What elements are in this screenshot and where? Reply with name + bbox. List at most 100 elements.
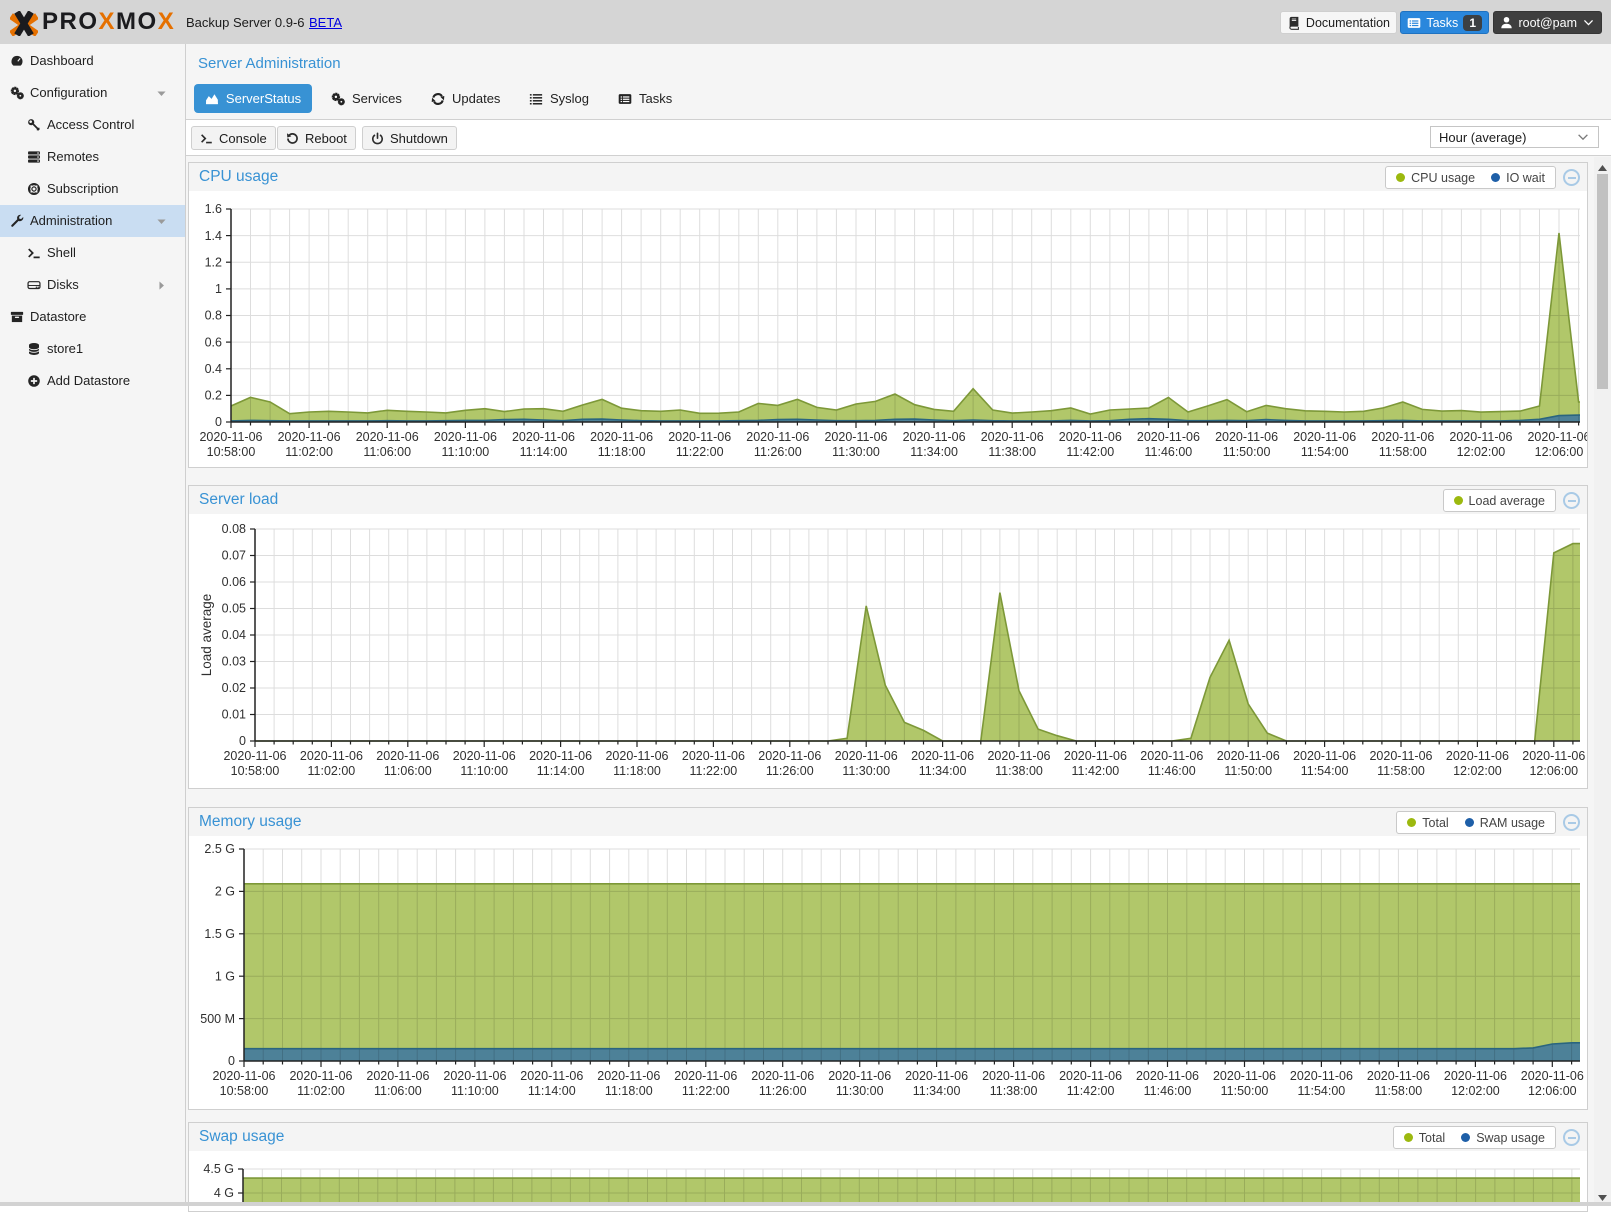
svg-text:10:58:00: 10:58:00 xyxy=(231,764,280,778)
svg-text:11:02:00: 11:02:00 xyxy=(297,1084,345,1098)
svg-text:2020-11-06: 2020-11-06 xyxy=(903,430,966,444)
svg-text:12:06:00: 12:06:00 xyxy=(1535,445,1584,459)
svg-text:0: 0 xyxy=(228,1054,235,1068)
svg-text:500 M: 500 M xyxy=(200,1012,235,1026)
svg-text:0: 0 xyxy=(239,734,246,748)
svg-text:1.4: 1.4 xyxy=(205,229,222,243)
svg-text:2020-11-06: 2020-11-06 xyxy=(1367,1069,1430,1083)
svg-text:2020-11-06: 2020-11-06 xyxy=(746,430,809,444)
svg-text:2020-11-06: 2020-11-06 xyxy=(1444,1069,1507,1083)
svg-text:11:10:00: 11:10:00 xyxy=(442,445,490,459)
svg-text:11:18:00: 11:18:00 xyxy=(605,1084,653,1098)
svg-text:2020-11-06: 2020-11-06 xyxy=(376,749,439,763)
svg-text:2020-11-06: 2020-11-06 xyxy=(824,430,887,444)
svg-text:2020-11-06: 2020-11-06 xyxy=(1140,749,1203,763)
svg-text:11:14:00: 11:14:00 xyxy=(520,445,568,459)
svg-text:0.03: 0.03 xyxy=(222,655,246,669)
svg-text:11:58:00: 11:58:00 xyxy=(1379,445,1427,459)
svg-text:0.8: 0.8 xyxy=(205,309,222,323)
svg-text:11:06:00: 11:06:00 xyxy=(374,1084,422,1098)
svg-text:0.6: 0.6 xyxy=(205,335,222,349)
svg-text:11:22:00: 11:22:00 xyxy=(690,764,738,778)
svg-text:2020-11-06: 2020-11-06 xyxy=(1293,430,1356,444)
svg-text:2020-11-06: 2020-11-06 xyxy=(1522,749,1585,763)
svg-text:11:54:00: 11:54:00 xyxy=(1298,1084,1346,1098)
svg-text:11:46:00: 11:46:00 xyxy=(1144,1084,1192,1098)
svg-text:11:18:00: 11:18:00 xyxy=(613,764,661,778)
svg-text:2020-11-06: 2020-11-06 xyxy=(597,1069,660,1083)
svg-text:12:06:00: 12:06:00 xyxy=(1528,1084,1577,1098)
svg-text:11:46:00: 11:46:00 xyxy=(1145,445,1193,459)
svg-text:11:30:00: 11:30:00 xyxy=(842,764,890,778)
svg-text:11:18:00: 11:18:00 xyxy=(598,445,646,459)
svg-text:2020-11-06: 2020-11-06 xyxy=(199,430,262,444)
svg-text:2020-11-06: 2020-11-06 xyxy=(1137,430,1200,444)
svg-text:11:30:00: 11:30:00 xyxy=(832,445,880,459)
svg-text:11:34:00: 11:34:00 xyxy=(910,445,958,459)
svg-text:12:02:00: 12:02:00 xyxy=(1453,764,1502,778)
svg-text:11:50:00: 11:50:00 xyxy=(1224,764,1272,778)
svg-text:11:42:00: 11:42:00 xyxy=(1066,445,1114,459)
svg-text:0.01: 0.01 xyxy=(222,708,246,722)
svg-text:2020-11-06: 2020-11-06 xyxy=(751,1069,814,1083)
svg-text:11:14:00: 11:14:00 xyxy=(528,1084,576,1098)
svg-text:11:34:00: 11:34:00 xyxy=(919,764,967,778)
svg-text:2020-11-06: 2020-11-06 xyxy=(1213,1069,1276,1083)
svg-text:2020-11-06: 2020-11-06 xyxy=(212,1069,275,1083)
svg-text:11:02:00: 11:02:00 xyxy=(308,764,356,778)
svg-text:1 G: 1 G xyxy=(215,969,235,983)
svg-text:2020-11-06: 2020-11-06 xyxy=(278,430,341,444)
svg-text:0.04: 0.04 xyxy=(222,628,246,642)
svg-text:2020-11-06: 2020-11-06 xyxy=(1293,749,1356,763)
svg-text:11:22:00: 11:22:00 xyxy=(676,445,724,459)
svg-text:11:38:00: 11:38:00 xyxy=(995,764,1043,778)
svg-text:2020-11-06: 2020-11-06 xyxy=(1371,430,1434,444)
svg-text:2020-11-06: 2020-11-06 xyxy=(835,749,898,763)
svg-text:2020-11-06: 2020-11-06 xyxy=(682,749,745,763)
svg-text:2020-11-06: 2020-11-06 xyxy=(981,430,1044,444)
svg-text:2020-11-06: 2020-11-06 xyxy=(1059,1069,1122,1083)
svg-text:11:34:00: 11:34:00 xyxy=(913,1084,961,1098)
svg-text:2020-11-06: 2020-11-06 xyxy=(1290,1069,1353,1083)
svg-text:0.08: 0.08 xyxy=(222,522,246,536)
svg-text:12:02:00: 12:02:00 xyxy=(1457,445,1506,459)
svg-text:2020-11-06: 2020-11-06 xyxy=(1064,749,1127,763)
svg-text:2020-11-06: 2020-11-06 xyxy=(905,1069,968,1083)
svg-text:10:58:00: 10:58:00 xyxy=(207,445,256,459)
svg-text:2020-11-06: 2020-11-06 xyxy=(1449,430,1512,444)
svg-text:4 G: 4 G xyxy=(214,1186,234,1200)
svg-text:2020-11-06: 2020-11-06 xyxy=(512,430,575,444)
svg-text:2020-11-06: 2020-11-06 xyxy=(1136,1069,1199,1083)
svg-text:11:26:00: 11:26:00 xyxy=(754,445,802,459)
svg-text:11:02:00: 11:02:00 xyxy=(285,445,333,459)
svg-text:2020-11-06: 2020-11-06 xyxy=(1446,749,1509,763)
svg-text:2020-11-06: 2020-11-06 xyxy=(674,1069,737,1083)
svg-text:11:50:00: 11:50:00 xyxy=(1221,1084,1269,1098)
svg-text:2020-11-06: 2020-11-06 xyxy=(590,430,653,444)
svg-text:2020-11-06: 2020-11-06 xyxy=(1059,430,1122,444)
svg-text:11:06:00: 11:06:00 xyxy=(363,445,411,459)
svg-text:2020-11-06: 2020-11-06 xyxy=(828,1069,891,1083)
svg-text:11:38:00: 11:38:00 xyxy=(988,445,1036,459)
svg-text:11:26:00: 11:26:00 xyxy=(759,1084,807,1098)
svg-text:12:06:00: 12:06:00 xyxy=(1529,764,1578,778)
svg-text:0.4: 0.4 xyxy=(205,362,222,376)
svg-text:11:10:00: 11:10:00 xyxy=(451,1084,499,1098)
svg-text:0.05: 0.05 xyxy=(222,602,246,616)
svg-text:0.07: 0.07 xyxy=(222,549,246,563)
svg-text:11:22:00: 11:22:00 xyxy=(682,1084,730,1098)
svg-text:2020-11-06: 2020-11-06 xyxy=(987,749,1050,763)
svg-text:2020-11-06: 2020-11-06 xyxy=(605,749,668,763)
svg-text:2020-11-06: 2020-11-06 xyxy=(356,430,419,444)
svg-text:2020-11-06: 2020-11-06 xyxy=(366,1069,429,1083)
svg-text:2020-11-06: 2020-11-06 xyxy=(1521,1069,1584,1083)
svg-text:11:50:00: 11:50:00 xyxy=(1223,445,1271,459)
svg-text:1: 1 xyxy=(215,282,222,296)
svg-text:11:58:00: 11:58:00 xyxy=(1375,1084,1423,1098)
svg-text:0.06: 0.06 xyxy=(222,575,246,589)
svg-text:0: 0 xyxy=(215,415,222,429)
svg-text:0.02: 0.02 xyxy=(222,681,246,695)
svg-text:11:42:00: 11:42:00 xyxy=(1067,1084,1115,1098)
svg-text:11:26:00: 11:26:00 xyxy=(766,764,814,778)
svg-text:2020-11-06: 2020-11-06 xyxy=(758,749,821,763)
